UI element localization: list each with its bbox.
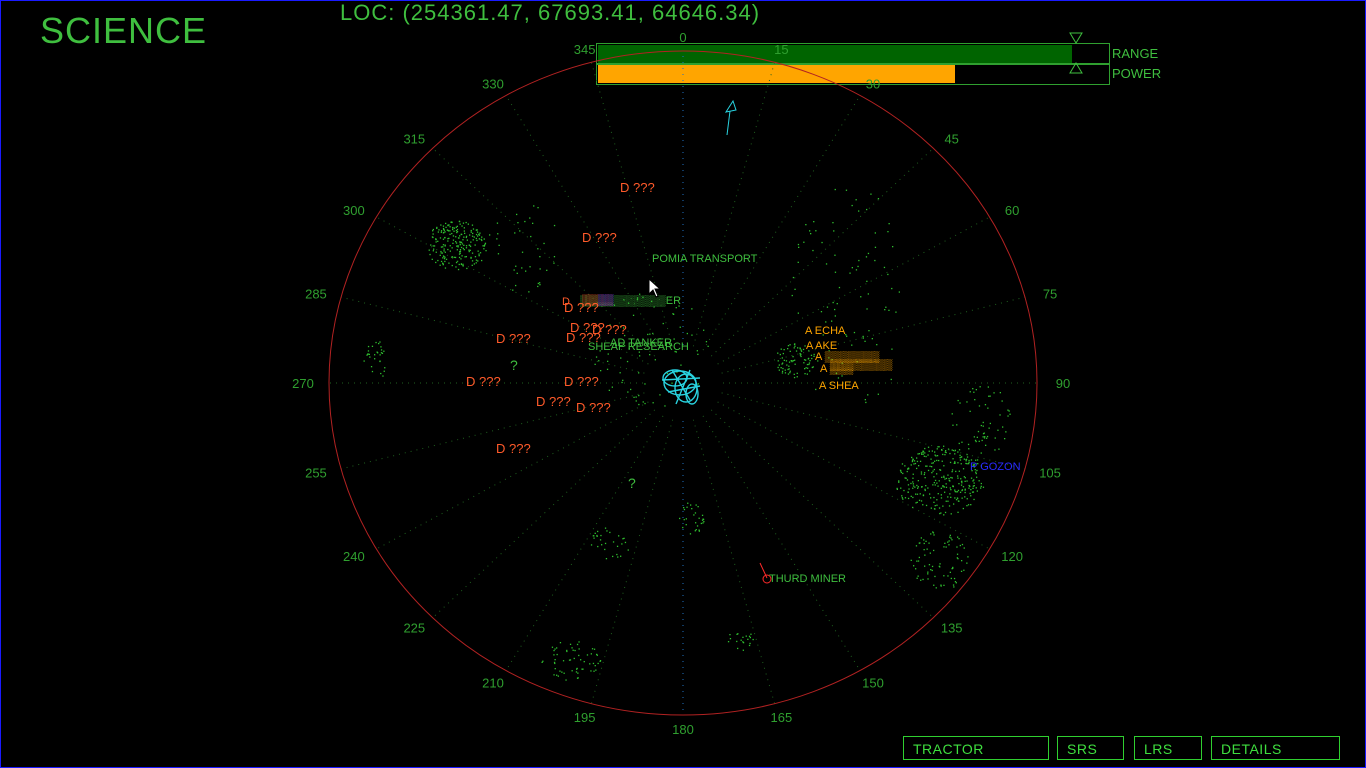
sensor-noise xyxy=(363,188,1011,681)
contact-label[interactable]: P GOZON xyxy=(970,461,1021,473)
bearing-label: 180 xyxy=(672,722,694,737)
bearing-spoke xyxy=(590,419,674,704)
bearing-label: 120 xyxy=(1001,549,1023,564)
bearing-label: 300 xyxy=(343,203,365,218)
bearing-label: 60 xyxy=(1005,203,1019,218)
contact-label[interactable]: ? xyxy=(510,357,518,373)
bearing-labels: 0 15 30 45 60 75 90 105 120 135 150 165 180 195 210 225… xyxy=(292,30,1070,737)
contact-label[interactable]: D ??? xyxy=(576,400,611,415)
contact-label[interactable]: D ??? xyxy=(566,330,601,345)
contact-label[interactable]: D ??? xyxy=(564,374,599,389)
svg-text:D: D xyxy=(562,296,570,308)
bearing-label: 330 xyxy=(482,76,504,91)
contact-label[interactable]: D ??? xyxy=(536,394,571,409)
bearing-label: 195 xyxy=(574,710,596,725)
contact-label[interactable]: D ??? xyxy=(466,374,501,389)
contact-label[interactable]: D ??? xyxy=(496,331,531,346)
bearing-spoke xyxy=(692,419,776,704)
range-handle-icon[interactable] xyxy=(1069,32,1083,44)
svg-text:A ▒▒▒▒▒▒▒: A ▒▒▒▒▒▒▒ xyxy=(815,350,880,363)
power-slider[interactable] xyxy=(596,63,1110,85)
range-slider[interactable] xyxy=(596,43,1110,65)
bearing-label: 135 xyxy=(941,621,963,636)
details-button[interactable]: DETAILS xyxy=(1211,736,1340,760)
svg-text:A ▒▒▒: A ▒▒▒ xyxy=(820,362,853,375)
slider-handles[interactable] xyxy=(596,32,1162,85)
contact-label[interactable]: SHEAF RESEARCH xyxy=(588,341,689,353)
bearing-spoke xyxy=(702,415,861,671)
bearing-label: 45 xyxy=(944,131,958,146)
bearing-label: 90 xyxy=(1056,376,1070,391)
bearing-spoke xyxy=(717,216,990,365)
bearing-label: 240 xyxy=(343,549,365,564)
range-label: RANGE xyxy=(1112,46,1159,61)
bearing-spoke xyxy=(340,296,645,374)
location-readout: LOC: (254361.47, 67693.41, 64646.34) xyxy=(340,0,761,25)
contact-label[interactable]: D ??? xyxy=(570,320,605,335)
bearing-label: 255 xyxy=(305,466,327,481)
bearing-spoke xyxy=(721,296,1026,374)
contact-marker-icon xyxy=(759,562,772,584)
bearing-label: 270 xyxy=(292,376,314,391)
contact-label[interactable]: D ??? xyxy=(496,441,531,456)
contact-label[interactable]: D ??? xyxy=(620,180,655,195)
power-slider-fill xyxy=(598,65,955,83)
contact-label[interactable]: ? xyxy=(628,475,636,491)
player-ship-icon xyxy=(661,369,701,405)
bearing-spoke xyxy=(376,401,649,550)
bearing-label: 0 xyxy=(679,30,686,45)
bearing-label: 225 xyxy=(403,621,425,636)
bearing-spoke xyxy=(717,401,990,550)
svg-text:▒▒: ▒▒ xyxy=(598,293,614,306)
bearing-label: 210 xyxy=(482,676,504,691)
bearing-spoke xyxy=(590,62,674,347)
bearing-label: 315 xyxy=(403,131,425,146)
contact-label[interactable]: THURD MINER xyxy=(769,573,846,585)
slider-panel: RANGE POWER xyxy=(596,32,1162,85)
srs-button[interactable]: SRS xyxy=(1057,736,1124,760)
range-slider-fill xyxy=(598,45,1073,63)
bearing-label: 165 xyxy=(770,710,792,725)
contact-label[interactable]: A ECHA xyxy=(805,325,846,337)
svg-text:▒▒▒▒▒▒▒▒: ▒▒▒▒▒▒▒▒ xyxy=(830,358,893,371)
svg-text:▒▒▒▒: ▒▒▒▒ xyxy=(582,293,613,306)
radar-ring xyxy=(328,50,1038,716)
bearing-spoke xyxy=(432,409,656,619)
tractor-button[interactable]: TRACTOR xyxy=(903,736,1049,760)
contact-label[interactable]: A SHEA xyxy=(819,380,859,392)
bearing-label: 150 xyxy=(862,676,884,691)
power-handle-icon[interactable] xyxy=(1069,62,1083,74)
bearing-spoke xyxy=(692,62,776,347)
contact-label[interactable]: A AKE xyxy=(806,340,837,352)
contact-label[interactable]: D ??? xyxy=(564,300,599,315)
bearing-spoke xyxy=(721,392,1026,470)
label-cluster-east: A ▒▒▒▒▒▒▒ ▒▒▒▒▒▒▒▒ A ▒▒▒ xyxy=(815,350,893,375)
contact-label[interactable]: POMIA TRANSPORT xyxy=(652,253,758,265)
power-label: POWER xyxy=(1112,66,1162,81)
contact-label[interactable]: D ??? xyxy=(582,230,617,245)
bearing-spoke xyxy=(702,95,861,351)
bearing-label: 285 xyxy=(305,286,327,301)
contact-label[interactable]: AD TANKER xyxy=(610,337,672,349)
lrs-button[interactable]: LRS xyxy=(1134,736,1202,760)
bearing-label: 345 xyxy=(574,42,596,57)
bearing-label: 75 xyxy=(1043,286,1057,301)
bearing-spoke xyxy=(710,409,934,619)
screen-title: SCIENCE xyxy=(40,10,208,51)
bearing-spokes xyxy=(329,51,1037,715)
heading-marker-icon xyxy=(724,99,737,136)
contact-label[interactable]: D ??? xyxy=(592,322,627,337)
bearing-label: 105 xyxy=(1039,466,1061,481)
mouse-cursor-icon xyxy=(648,278,662,298)
bearing-label: 30 xyxy=(866,76,880,91)
bearing-label: 15 xyxy=(774,42,788,57)
bearing-spoke xyxy=(340,392,645,470)
